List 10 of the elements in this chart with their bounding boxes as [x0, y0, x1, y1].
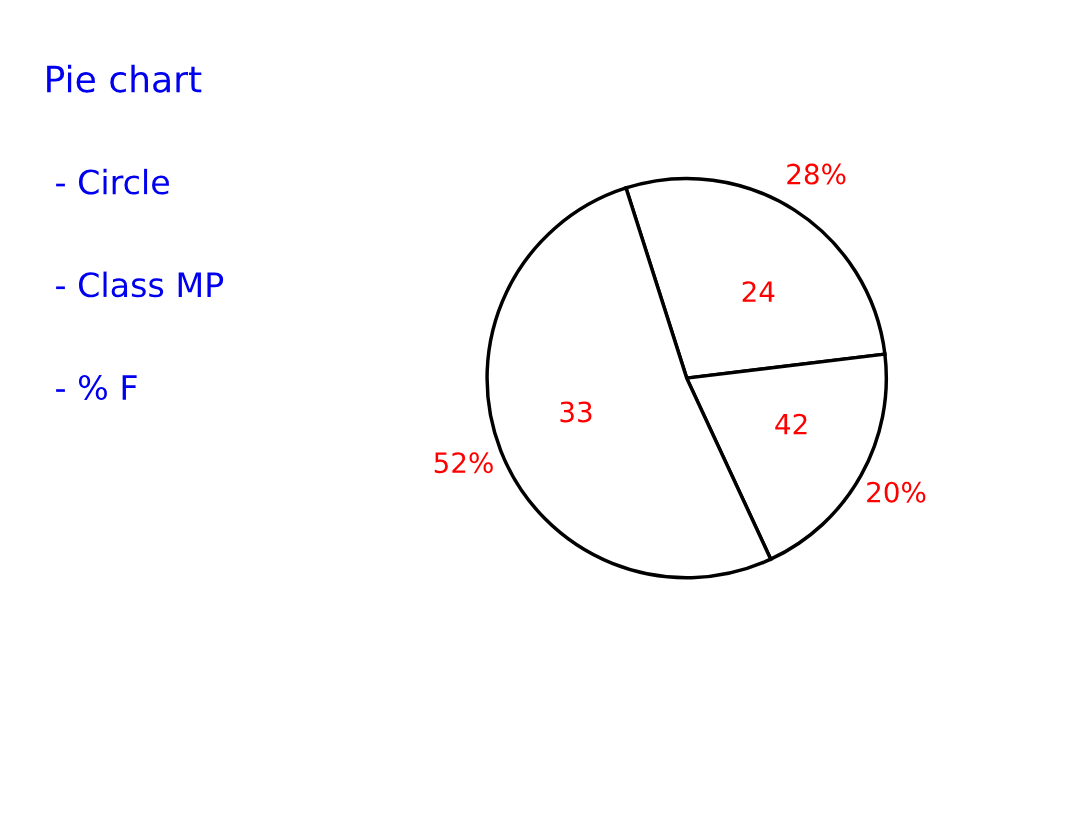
text: - Circle: [56, 168, 169, 195]
data-label: 28%: [787, 163, 846, 185]
slice-label: 42: [775, 413, 807, 435]
text: Pie chart: [47, 64, 202, 93]
text: - Class MP: [56, 271, 224, 298]
data-label: 52%: [434, 452, 493, 474]
slice-label: 24: [742, 281, 775, 302]
text: - % F: [56, 374, 137, 401]
data-label: 20%: [867, 481, 926, 503]
slice-label: 33: [560, 401, 592, 423]
